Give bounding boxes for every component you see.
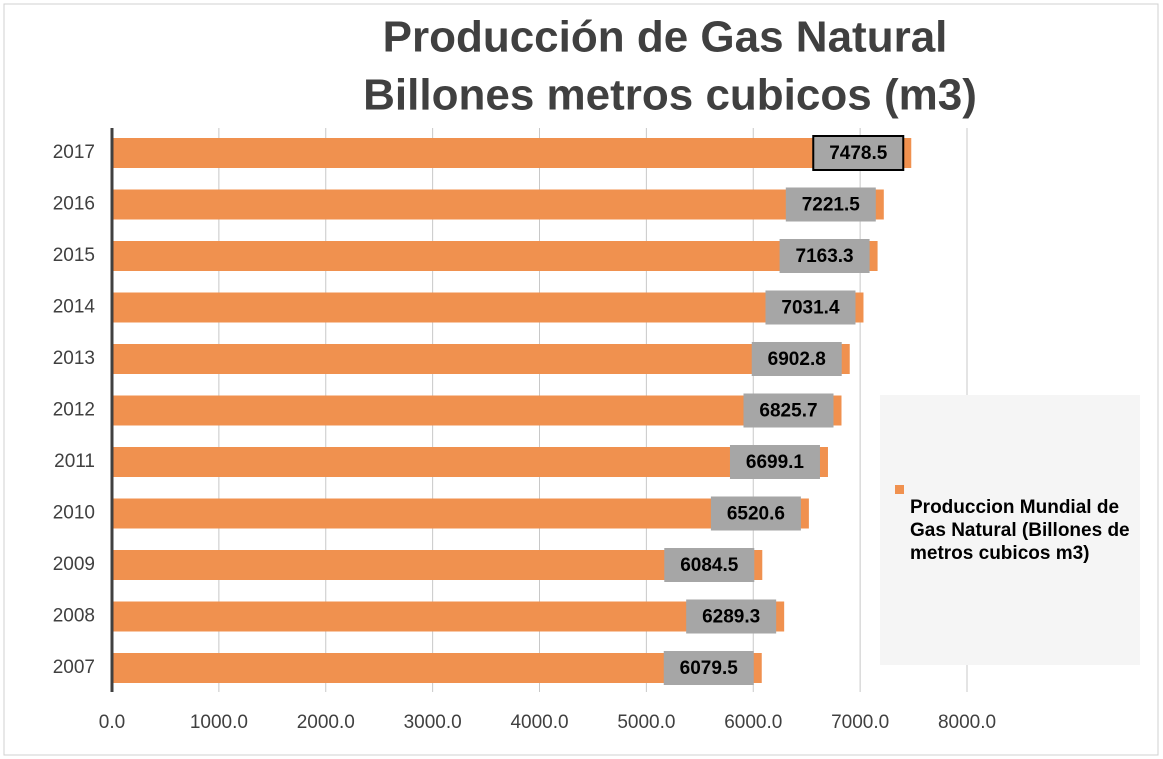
data-label-box <box>664 548 755 582</box>
data-label: 6079.5 <box>680 658 739 679</box>
bar <box>112 653 762 683</box>
x-tick-label: 5000.0 <box>617 712 675 733</box>
data-label-box <box>743 393 834 428</box>
x-tick-label: 0.0 <box>99 712 125 733</box>
y-tick-label: 2017 <box>53 142 95 163</box>
legend: Produccion Mundial de Gas Natural (Billo… <box>880 395 1140 665</box>
chart-title: Producción de Gas Natural <box>383 13 948 62</box>
bar <box>112 241 878 271</box>
data-label-box <box>663 651 754 685</box>
data-label-box <box>710 496 801 531</box>
data-label: 7221.5 <box>802 195 861 216</box>
y-tick-label: 2016 <box>53 194 95 215</box>
data-label: 6520.6 <box>727 504 785 525</box>
y-tick-label: 2010 <box>53 503 95 524</box>
data-label-box <box>686 599 777 634</box>
x-tick-label: 8000.0 <box>938 712 996 733</box>
bar <box>112 601 785 632</box>
y-tick-label: 2008 <box>53 606 95 627</box>
y-tick-label: 2014 <box>53 297 96 318</box>
bar <box>112 344 850 374</box>
bar <box>112 498 809 529</box>
y-tick-label: 2012 <box>53 400 95 421</box>
chart-title: Billones metros cubicos (m3) <box>363 71 977 120</box>
x-tick-label: 6000.0 <box>724 712 782 733</box>
legend-label: Produccion Mundial de Gas Natural (Billo… <box>910 496 1130 564</box>
bar <box>112 395 842 426</box>
data-label: 6084.5 <box>680 555 739 576</box>
data-label: 7163.3 <box>796 246 854 267</box>
y-tick-label: 2007 <box>53 657 95 678</box>
data-label-box <box>779 239 870 273</box>
data-label: 7031.4 <box>781 298 840 319</box>
x-tick-label: 3000.0 <box>404 712 462 733</box>
legend-swatch <box>895 485 904 494</box>
x-tick-label: 4000.0 <box>510 712 568 733</box>
data-label-box <box>729 445 820 479</box>
frame <box>3 3 1159 756</box>
y-tick-label: 2015 <box>53 245 95 266</box>
data-label: 6825.7 <box>759 401 817 422</box>
data-label: 6699.1 <box>746 452 805 473</box>
y-tick-label: 2011 <box>54 451 95 472</box>
data-label: 6289.3 <box>702 607 760 628</box>
data-label-box <box>765 290 856 325</box>
data-label: 6902.8 <box>768 349 826 370</box>
bar <box>112 138 912 168</box>
x-tick-label: 7000.0 <box>831 712 889 733</box>
data-label-box <box>785 187 876 222</box>
data-label: 7478.5 <box>829 143 888 164</box>
bar <box>112 189 884 220</box>
bar <box>112 550 763 580</box>
data-label-box <box>751 342 842 376</box>
bar <box>112 447 828 477</box>
bar <box>112 292 864 323</box>
y-tick-label: 2013 <box>53 348 95 369</box>
y-tick-label: 2009 <box>53 554 95 575</box>
x-tick-label: 1000.0 <box>190 712 248 733</box>
x-tick-label: 2000.0 <box>297 712 355 733</box>
data-label-box <box>812 135 905 171</box>
